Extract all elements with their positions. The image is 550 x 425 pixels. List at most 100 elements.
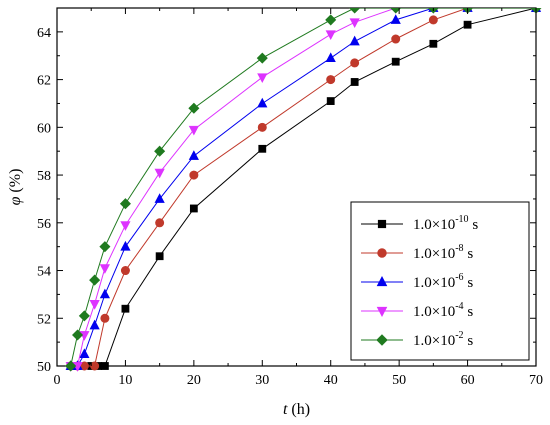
data-point-5-6 — [119, 198, 131, 210]
data-point-1-8 — [189, 204, 198, 213]
legend: 1.0×10-10 s1.0×10-8 s1.0×10-6 s1.0×10-4 … — [350, 201, 530, 361]
series-layer — [65, 8, 542, 372]
data-point-4-10 — [325, 30, 336, 40]
series-5 — [65, 8, 542, 372]
data-point-5-4 — [89, 274, 101, 286]
data-point-3-4 — [89, 319, 100, 330]
data-point-4-6 — [120, 221, 131, 231]
x-tick-label: 50 — [392, 373, 406, 388]
data-point-4-11 — [349, 18, 360, 29]
legend-label-unit: s — [464, 333, 474, 349]
data-point-2-8 — [189, 170, 199, 180]
y-axis-variable: φ — [7, 196, 24, 205]
legend-entry-1: 1.0×10-10 s — [361, 214, 478, 233]
data-point-1-5 — [101, 362, 109, 370]
data-point-4-4 — [89, 300, 100, 310]
legend-label-base: 1.0×10 — [413, 304, 455, 320]
data-point-3-9 — [257, 97, 268, 108]
data-point-1-13 — [429, 39, 438, 48]
legend-label-base: 1.0×10 — [413, 246, 455, 262]
data-point-2-11 — [350, 58, 360, 68]
legend-label: 1.0×10-6 s — [413, 272, 473, 291]
legend-entry-5: 1.0×10-2 s — [361, 330, 473, 349]
data-point-3-10 — [325, 52, 336, 63]
x-axis-variable: t — [283, 401, 288, 418]
data-point-2-12 — [391, 34, 401, 44]
legend-marker — [376, 306, 388, 317]
data-point-3-6 — [120, 240, 131, 251]
legend-label-unit: s — [464, 304, 474, 320]
legend-label: 1.0×10-8 s — [413, 243, 473, 262]
y-tick-label: 56 — [37, 217, 51, 232]
data-point-1-12 — [391, 57, 400, 66]
data-point-3-5 — [99, 288, 110, 299]
legend-label-exponent: -2 — [455, 330, 463, 341]
data-point-2-10 — [326, 75, 336, 85]
x-tick-label: 70 — [529, 373, 543, 388]
data-point-5-9 — [256, 52, 268, 64]
legend-label-unit: s — [469, 217, 479, 233]
data-point-5-2 — [72, 329, 84, 341]
data-point-5-7 — [154, 145, 166, 157]
x-tick-label: 20 — [187, 373, 201, 388]
legend-label-base: 1.0×10 — [413, 333, 455, 349]
legend-marker — [377, 219, 387, 229]
data-point-3-8 — [188, 150, 199, 160]
data-point-2-4 — [90, 361, 100, 371]
x-axis-label: t (h) — [283, 401, 310, 418]
legend-label-exponent: -10 — [455, 214, 468, 225]
x-tick-label: 0 — [54, 373, 61, 388]
data-point-1-10 — [326, 97, 335, 105]
x-axis-unit: (h) — [287, 401, 310, 418]
data-point-5-1 — [65, 360, 77, 372]
legend-label-exponent: -4 — [455, 301, 463, 312]
data-point-1-6 — [121, 304, 130, 313]
data-point-2-13 — [428, 15, 438, 25]
legend-entry-2: 1.0×10-8 s — [361, 243, 473, 262]
legend-marker — [376, 276, 388, 287]
data-point-5-5 — [99, 241, 111, 253]
data-point-5-3 — [78, 310, 90, 322]
legend-label-exponent: -8 — [455, 243, 463, 254]
legend-label: 1.0×10-2 s — [413, 330, 473, 349]
legend-label: 1.0×10-4 s — [413, 301, 473, 320]
legend-entry-3: 1.0×10-6 s — [361, 272, 473, 291]
data-point-4-7 — [154, 168, 165, 179]
axes: 0 10 20 30 40 50 60 70 50 52 54 56 58 60 62 64 — [37, 8, 543, 388]
y-tick-label: 52 — [37, 312, 51, 327]
y-tick-label: 62 — [37, 74, 51, 89]
legend-label: 1.0×10-10 s — [413, 214, 478, 233]
data-point-3-3 — [79, 348, 90, 358]
y-tick-label: 64 — [37, 26, 51, 41]
data-point-5-12 — [390, 8, 402, 14]
data-point-3-12 — [390, 14, 401, 24]
legend-box — [350, 201, 530, 361]
legend-label-unit: s — [464, 246, 474, 262]
legend-marker — [376, 334, 388, 346]
data-point-1-7 — [155, 252, 164, 261]
legend-label-exponent: -6 — [455, 272, 463, 283]
y-tick-label: 58 — [37, 169, 51, 184]
data-point-3-7 — [154, 193, 165, 203]
data-point-2-9 — [257, 122, 267, 132]
data-point-5-11 — [349, 8, 361, 14]
data-point-2-5 — [100, 313, 110, 323]
x-tick-label: 60 — [461, 373, 475, 388]
data-point-1-14 — [463, 20, 472, 29]
legend-label-base: 1.0×10 — [413, 217, 455, 233]
y-axis-label: φ (%) — [7, 169, 24, 206]
data-point-5-8 — [188, 102, 200, 114]
x-tick-label: 30 — [255, 373, 269, 388]
y-axis-unit: (%) — [7, 169, 24, 197]
data-point-2-7 — [155, 218, 165, 228]
data-point-4-5 — [99, 264, 110, 274]
data-point-3-11 — [349, 35, 360, 46]
y-tick-label: 50 — [37, 360, 51, 375]
y-tick-label: 60 — [37, 121, 51, 136]
data-point-2-6 — [120, 266, 130, 276]
legend-marker — [377, 248, 387, 258]
x-tick-label: 10 — [118, 373, 132, 388]
data-point-4-9 — [257, 73, 268, 83]
data-point-4-8 — [188, 125, 199, 136]
